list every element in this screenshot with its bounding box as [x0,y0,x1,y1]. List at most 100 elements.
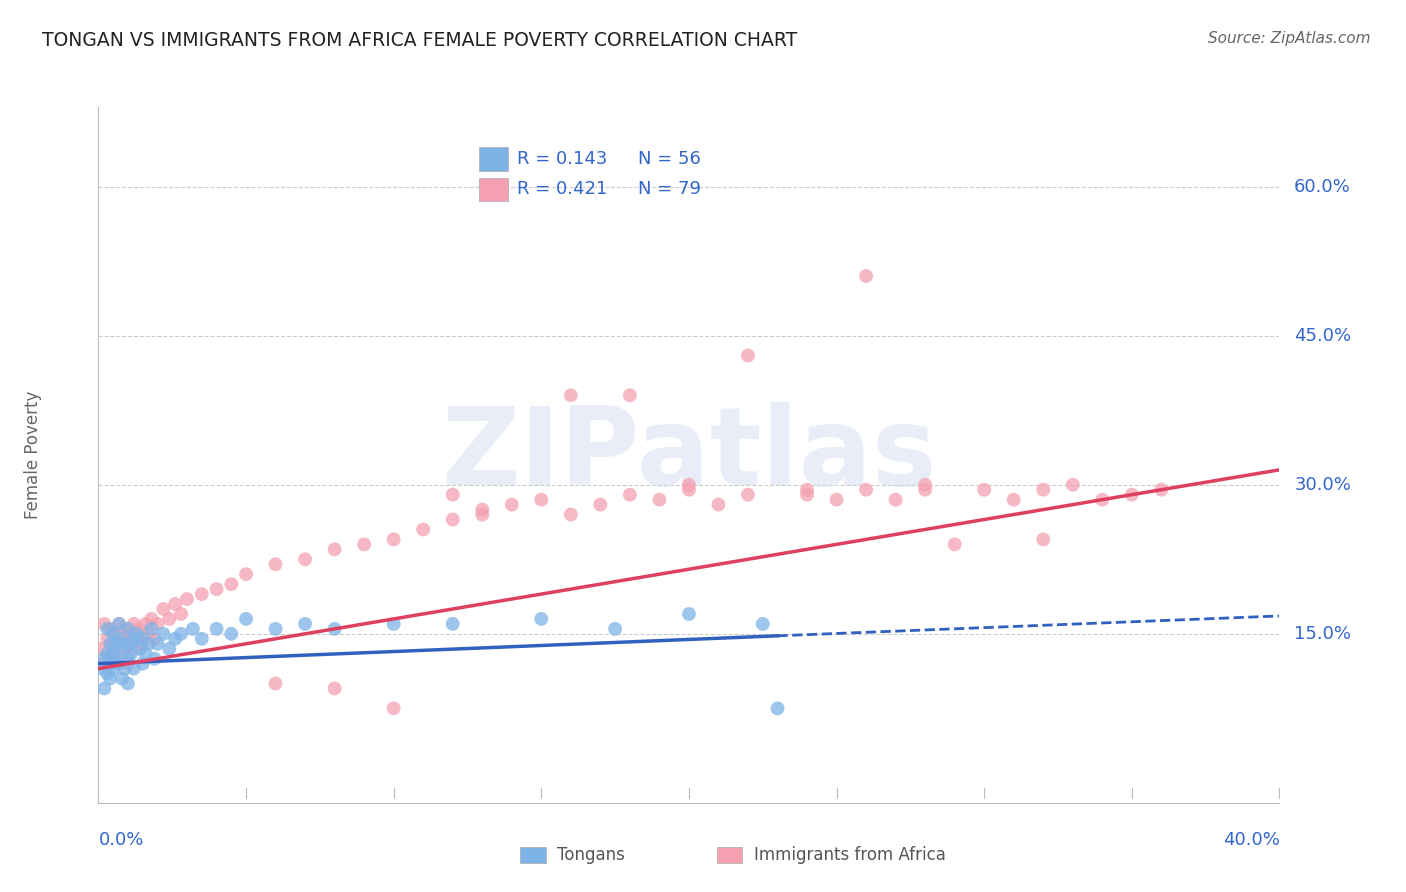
Point [165,632,187,646]
Point [560,508,582,522]
Point [235,612,257,626]
Point [114,641,136,656]
Point [135,616,157,631]
Point [353,537,375,551]
Point [120,647,142,661]
Point [1091,492,1114,507]
Point [122,662,145,676]
Point [530,612,553,626]
Point [751,616,773,631]
Point [93,616,115,631]
Point [170,627,193,641]
Point [1121,488,1143,502]
Point [530,492,553,507]
Point [825,492,848,507]
Text: 40.0%: 40.0% [1223,830,1279,848]
Point [135,647,157,661]
Point [235,567,257,582]
Point [108,632,131,646]
Point [191,632,214,646]
Point [141,612,163,626]
Point [648,492,671,507]
Point [108,651,131,665]
Point [132,637,155,651]
Point [93,651,115,665]
Point [105,637,128,651]
Point [96,632,118,646]
Point [678,477,700,491]
FancyBboxPatch shape [479,178,508,202]
Point [157,612,180,626]
Text: R = 0.421: R = 0.421 [517,180,607,198]
Point [176,592,198,607]
Point [219,627,242,641]
Point [111,672,134,686]
Point [132,632,155,646]
Point [205,582,228,596]
Point [205,622,228,636]
Text: N = 79: N = 79 [638,180,702,198]
Point [560,388,582,402]
Point [973,483,995,497]
Point [108,616,131,631]
Text: 15.0%: 15.0% [1294,624,1351,643]
Text: Immigrants from Africa: Immigrants from Africa [754,846,945,863]
Point [146,637,169,651]
Point [141,622,163,636]
Point [796,488,818,502]
Text: R = 0.143: R = 0.143 [517,150,607,168]
Text: Female Poverty: Female Poverty [24,391,42,519]
Point [737,349,759,363]
Point [111,632,134,646]
Point [619,388,641,402]
Point [105,651,128,665]
Point [382,533,405,547]
Point [103,637,125,651]
Point [914,477,936,491]
Point [441,488,464,502]
Point [146,616,169,631]
Point [943,537,966,551]
Point [114,662,136,676]
Point [98,651,121,665]
Point [441,616,464,631]
Point [117,651,139,665]
Point [96,647,118,661]
Point [90,641,112,656]
Point [605,622,627,636]
Point [501,498,523,512]
Point [96,622,118,636]
Point [138,637,160,651]
Point [132,657,155,671]
Point [294,552,316,566]
Point [128,622,150,636]
Point [914,483,936,497]
Point [855,483,877,497]
Text: 60.0%: 60.0% [1294,178,1351,195]
Point [264,558,287,572]
Point [323,622,346,636]
Text: Source: ZipAtlas.com: Source: ZipAtlas.com [1208,31,1371,46]
Point [122,641,145,656]
Point [471,502,494,516]
Point [157,641,180,656]
Point [117,676,139,690]
FancyBboxPatch shape [479,147,508,171]
Text: 0.0%: 0.0% [98,830,143,848]
Point [143,651,166,665]
Point [766,701,789,715]
Point [796,483,818,497]
Point [117,622,139,636]
Point [1062,477,1084,491]
Point [138,627,160,641]
Point [105,627,128,641]
Point [264,622,287,636]
Point [181,622,204,636]
Point [117,657,139,671]
Point [471,508,494,522]
Text: 30.0%: 30.0% [1294,475,1351,494]
Point [98,622,121,636]
Point [382,616,405,631]
Point [111,641,134,656]
Point [441,512,464,526]
